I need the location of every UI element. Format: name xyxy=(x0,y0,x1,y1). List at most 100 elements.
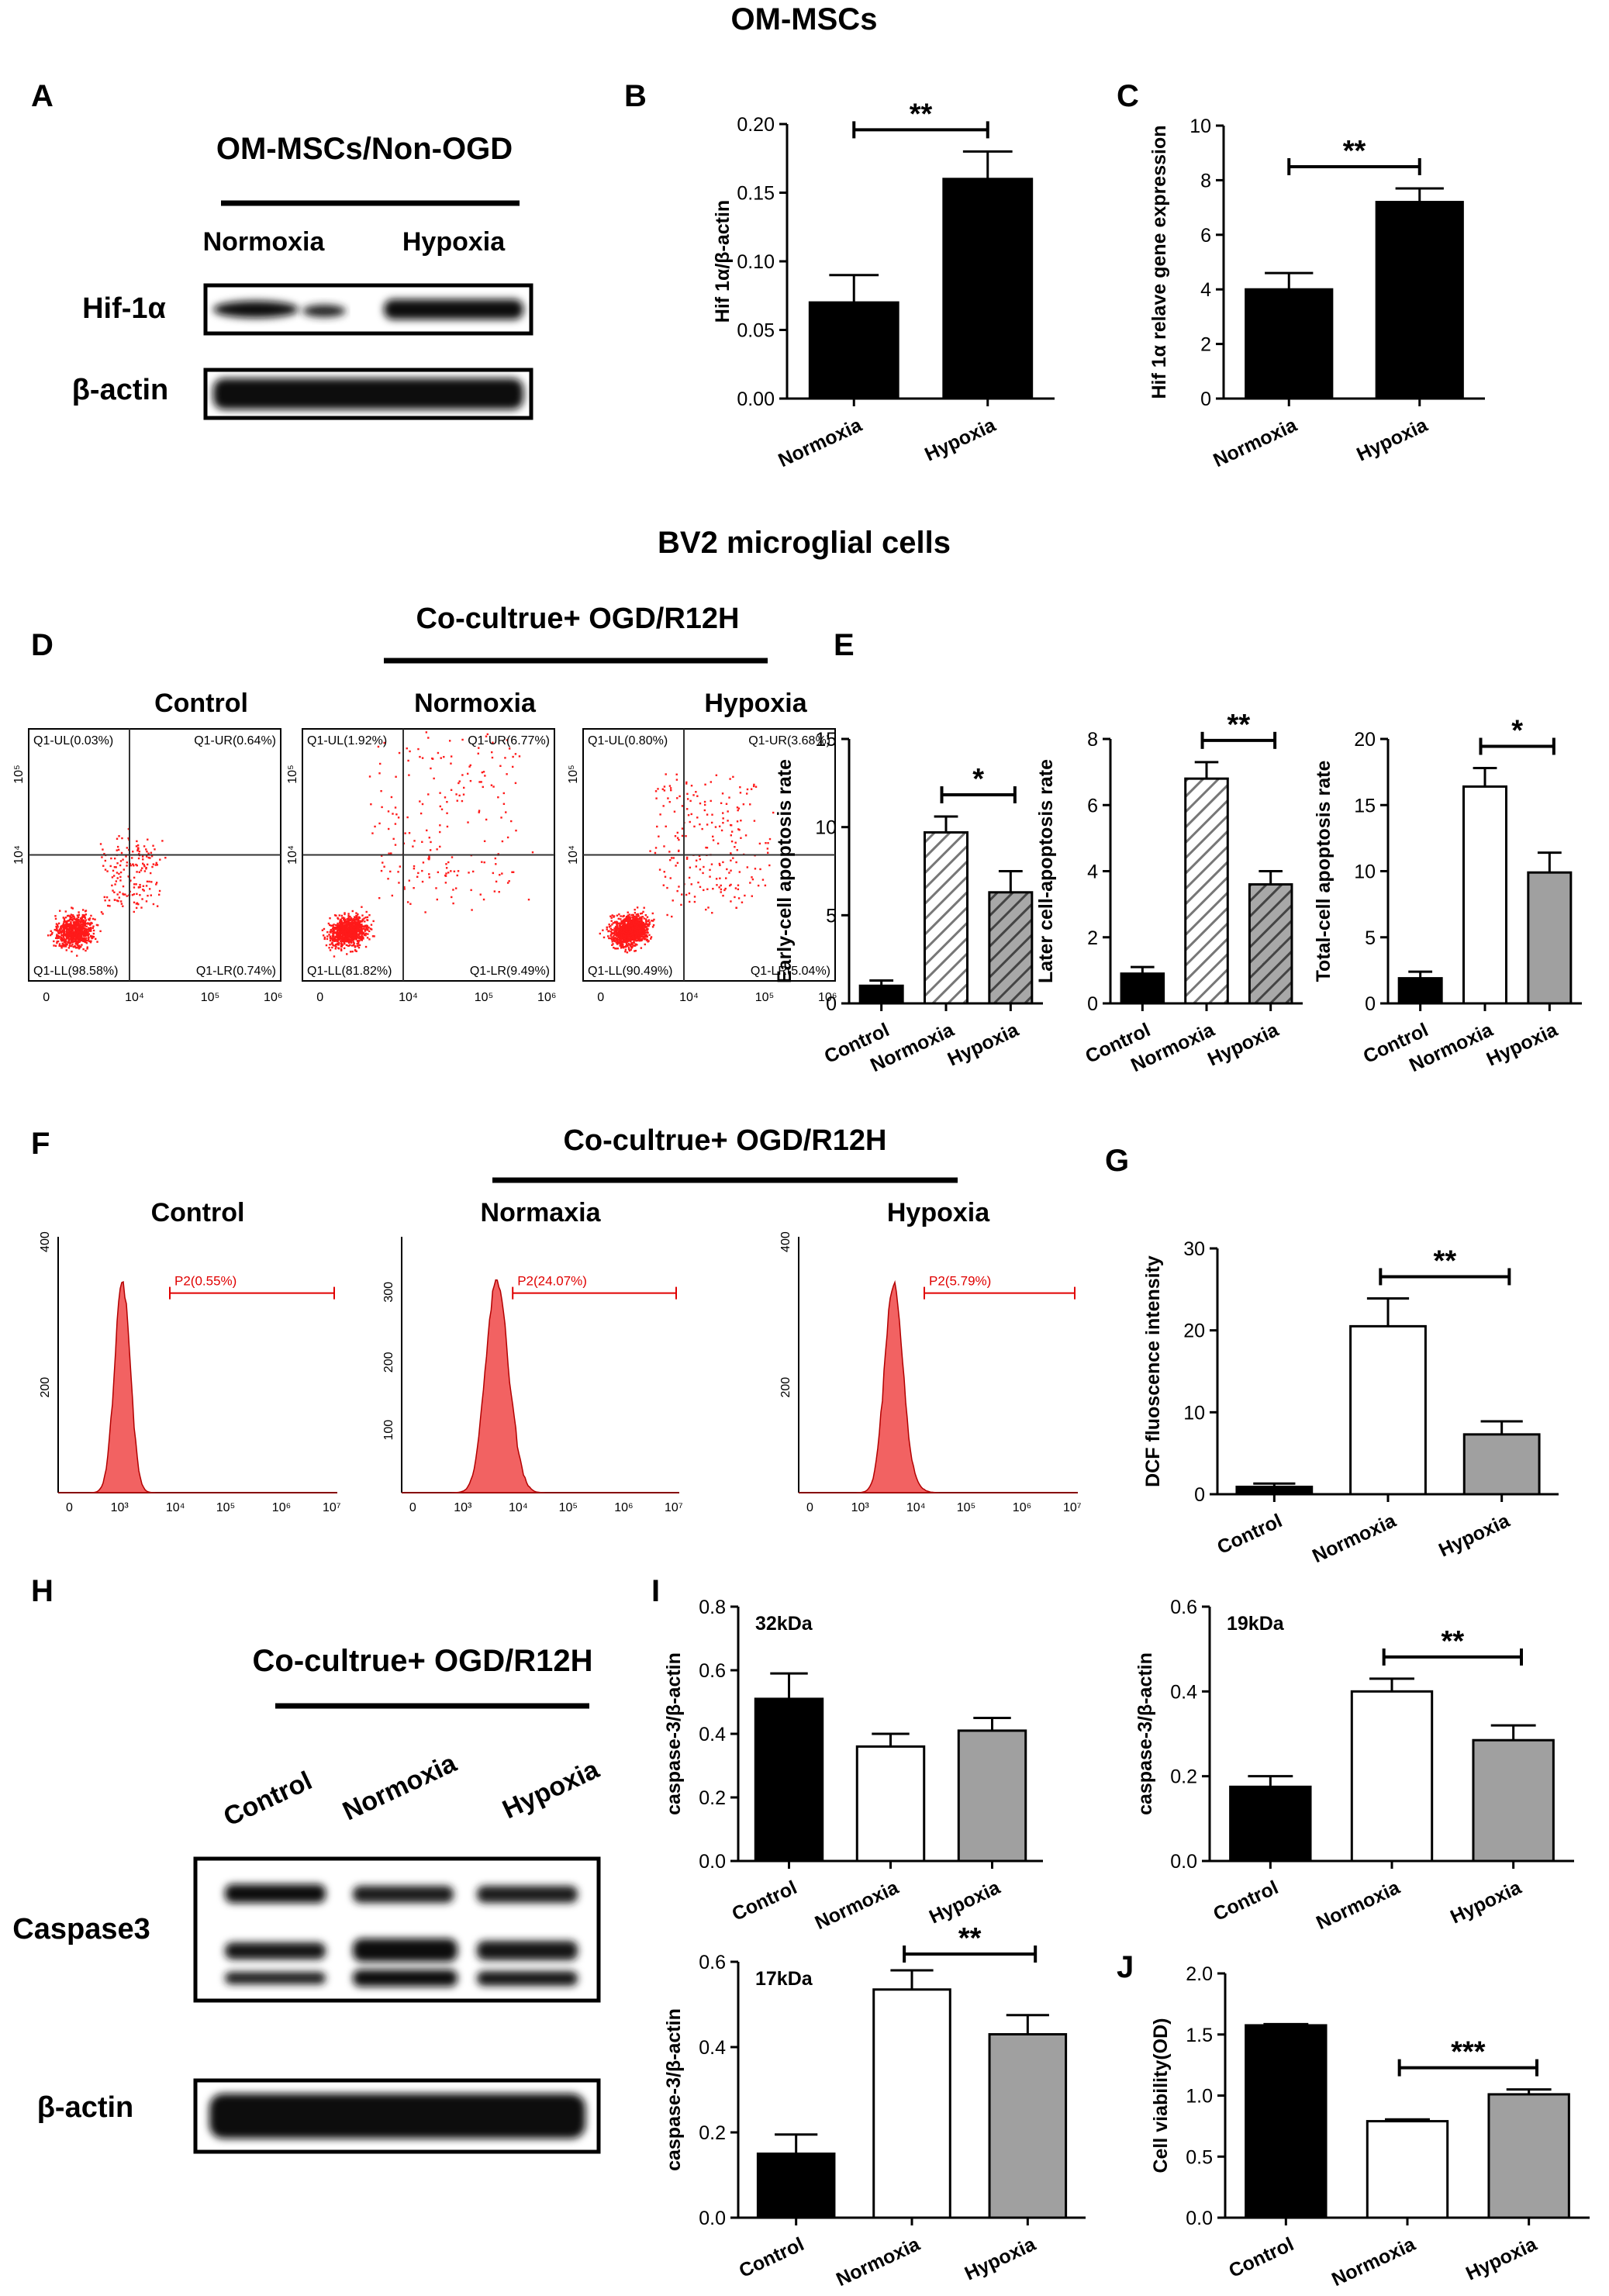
y-tick-label: 0 xyxy=(826,993,837,1015)
bar-hypoxia xyxy=(957,1729,1027,1863)
blot-a-row-hif: Hif-1α xyxy=(82,292,166,325)
blot-h-lane-control: Control xyxy=(219,1766,317,1832)
scatter-plot-normoxia: Normoxia Q1-UL(1.92%) Q1-UR(6.77%) Q1-LL(81… xyxy=(286,689,556,1004)
section-title-om-mscs: OM-MSCs xyxy=(731,2,878,36)
y-tick-label: 10 xyxy=(1189,116,1211,137)
bar-control xyxy=(1229,1785,1312,1863)
scatter-y-tick: 10⁵ xyxy=(12,765,26,783)
panel-letter-e: E xyxy=(834,628,855,662)
scatter-x-tick: 10⁶ xyxy=(264,991,282,1004)
y-tick-label: 10 xyxy=(815,817,837,839)
scatter-x-tick: 10⁵ xyxy=(201,991,219,1004)
bar-control xyxy=(1120,972,1165,1005)
y-tick-label: 5 xyxy=(1365,927,1376,949)
category-label: Hypoxia xyxy=(1447,1877,1525,1928)
panel-letter-f: F xyxy=(31,1127,50,1161)
histogram-x-tick: 10⁵ xyxy=(559,1501,578,1514)
significance-label: * xyxy=(972,763,984,796)
histogram-x-tick: 10⁷ xyxy=(323,1501,341,1514)
kda-annotation: 17kDa xyxy=(755,1968,813,1990)
y-tick-label: 6 xyxy=(1200,225,1211,247)
histogram-x-tick: 10⁵ xyxy=(957,1501,975,1514)
y-tick-label: 0.4 xyxy=(699,1724,726,1745)
significance-label: ** xyxy=(910,98,933,130)
panel-d-header: Co-cultrue+ OGD/R12H xyxy=(416,602,739,635)
bar-hypoxia xyxy=(1462,1433,1541,1496)
histogram-x-tick: 10³ xyxy=(454,1501,472,1514)
category-label: Control xyxy=(736,2233,807,2282)
scatter-plot-control: Control Q1-UL(0.03%) Q1-UR(0.64%) Q1-LL(98.… xyxy=(12,689,282,1004)
y-tick-label: 10 xyxy=(1183,1402,1205,1424)
histogram-title: Hypoxia xyxy=(887,1198,990,1227)
gate-label: P2(5.79%) xyxy=(929,1274,991,1289)
histogram-curve xyxy=(58,1280,337,1493)
category-label: Normoxia xyxy=(775,414,865,472)
bar-normoxia xyxy=(1349,1324,1427,1496)
y-tick-label: 0.2 xyxy=(1170,1766,1197,1788)
panel-letter-j: J xyxy=(1117,1950,1134,1984)
y-tick-label: 0 xyxy=(1365,993,1376,1015)
scatter-dots xyxy=(47,827,167,957)
bar-hypoxia xyxy=(988,2033,1068,2219)
category-label: Hypoxia xyxy=(944,1019,1023,1071)
y-tick-label: 0.8 xyxy=(699,1597,726,1618)
scatter-dots xyxy=(321,731,534,958)
histogram-y-tick: 300 xyxy=(382,1282,395,1303)
scatter-x-tick: 10⁴ xyxy=(125,991,144,1004)
scatter-y-tick: 10⁴ xyxy=(12,845,26,865)
blot-h-casp-band-32-control xyxy=(225,1884,326,1903)
y-tick-label: 0.0 xyxy=(699,1851,726,1873)
bar-control xyxy=(756,2153,836,2219)
category-label: Normoxia xyxy=(833,2233,924,2291)
quadrant-ur-label: Q1-UR(0.64%) xyxy=(194,734,276,747)
histogram-control: Control P2(0.55%) 0 10³ 10⁴ 10⁵ 10⁶ 10⁷ 200 400 xyxy=(39,1198,341,1514)
quadrant-ur-label: Q1-UR(3.68%) xyxy=(748,734,830,747)
scatter-x-tick: 0 xyxy=(597,991,604,1004)
panel-d-flow-scatter: Co-cultrue+ OGD/R12H Control Q1-UL(0.03%)… xyxy=(12,602,837,1004)
y-tick-label: 0.05 xyxy=(737,320,775,342)
scatter-x-tick: 10⁴ xyxy=(399,991,418,1004)
category-label: Normoxia xyxy=(1309,1510,1400,1568)
histogram-title: Control xyxy=(151,1198,245,1227)
section-title-bv2: BV2 microglial cells xyxy=(658,526,951,560)
y-tick-label: 0.6 xyxy=(699,1952,726,1973)
bar-normoxia xyxy=(1184,777,1229,1005)
bar-control xyxy=(1235,1485,1314,1496)
y-tick-label: 2.0 xyxy=(1186,1963,1213,1985)
bar-normoxia xyxy=(855,1745,926,1863)
y-tick-label: 0.10 xyxy=(737,251,775,273)
y-tick-label: 2 xyxy=(1200,334,1211,356)
panel-letter-d: D xyxy=(31,628,54,662)
y-axis-label: Hif 1α relave gene expression xyxy=(1148,125,1170,399)
significance-label: ** xyxy=(1434,1245,1457,1277)
panel-letter-h: H xyxy=(31,1574,54,1608)
histogram-title: Normaxia xyxy=(481,1198,602,1227)
bar-chart-i2: 0.0 0.2 0.4 0.6 caspase-3/β-actin 19kDa Contro… xyxy=(1134,1597,1574,1934)
panel-letter-a: A xyxy=(31,79,54,113)
blot-a-lane-normoxia: Normoxia xyxy=(203,227,326,257)
category-label: Control xyxy=(729,1877,800,1925)
bar-hypoxia xyxy=(942,178,1034,400)
histogram-normaxia: Normaxia P2(24.07%) 0 10³ 10⁴ 10⁵ 10⁶ 10⁷ 100 200… xyxy=(382,1198,683,1514)
histogram-y-tick: 400 xyxy=(39,1231,52,1252)
y-tick-label: 20 xyxy=(1183,1321,1205,1342)
scatter-x-tick: 10⁴ xyxy=(679,991,699,1004)
blot-h-casp-band-19-normoxia xyxy=(353,1939,457,1962)
y-axis-label: DCF fluoscence intensity xyxy=(1142,1255,1164,1487)
bar-normoxia xyxy=(924,830,969,1005)
y-tick-label: 15 xyxy=(815,729,837,751)
significance-label: * xyxy=(1511,715,1523,747)
blot-h-casp-band-32-normoxia xyxy=(353,1886,454,1903)
category-label: Hypoxia xyxy=(1204,1019,1283,1071)
y-axis-label: caspase-3/β-actin xyxy=(663,1652,685,1815)
quadrant-lr-label: Q1-LR(0.74%) xyxy=(196,965,276,978)
bar-normoxia xyxy=(1245,288,1334,400)
quadrant-lr-label: Q1-LR(9.49%) xyxy=(470,965,550,978)
y-axis-label: Cell viability(OD) xyxy=(1150,2018,1172,2173)
y-tick-label: 4 xyxy=(1087,861,1098,883)
y-tick-label: 0.15 xyxy=(737,183,775,205)
category-label: Hypoxia xyxy=(921,414,1000,466)
histogram-x-tick: 10⁶ xyxy=(614,1501,633,1514)
histogram-y-tick: 200 xyxy=(779,1377,792,1398)
histogram-x-tick: 10³ xyxy=(111,1501,129,1514)
